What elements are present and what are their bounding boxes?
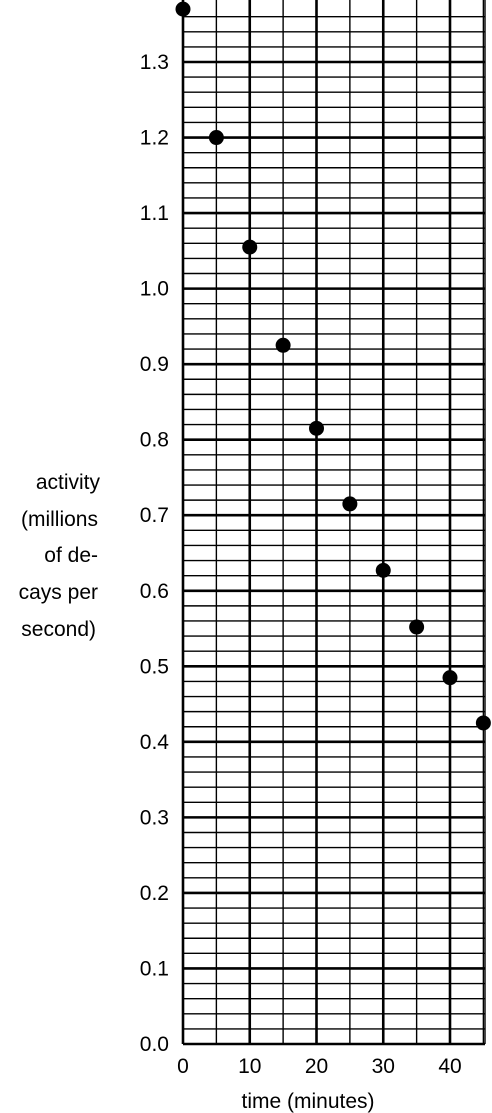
y-axis-label: activity (millions of de- cays per secon…	[19, 471, 101, 641]
y-tick-label: 0.8	[140, 429, 169, 452]
y-tick-label: 0.9	[140, 353, 169, 376]
data-point	[375, 562, 391, 578]
y-tick-label: 0.0	[140, 1033, 169, 1056]
data-point	[242, 239, 258, 255]
y-axis-label-line-2: (millions	[21, 508, 98, 531]
data-point	[409, 619, 425, 635]
y-axis-label-line-4: cays per	[19, 581, 98, 604]
data-point	[275, 337, 291, 353]
y-tick-labels: 0.0 0.1 0.2 0.3 0.4 0.5 0.6 0.7 0.8 0.9 1.0 1.1 1.2 1…	[140, 51, 170, 1056]
x-tick-label: 20	[305, 1055, 328, 1078]
y-axis-label-line-5: second)	[21, 618, 96, 641]
x-tick-label: 0	[177, 1055, 189, 1078]
x-tick-label: 10	[238, 1055, 261, 1078]
data-point	[442, 670, 458, 686]
y-tick-label: 0.7	[140, 504, 169, 527]
y-tick-label: 0.1	[140, 957, 169, 980]
data-point	[475, 715, 491, 731]
x-tick-labels: 0 10 20 30 40	[177, 1055, 462, 1078]
data-point	[175, 1, 191, 17]
x-tick-label: 30	[372, 1055, 395, 1078]
data-point	[342, 496, 358, 512]
y-tick-label: 0.5	[140, 655, 169, 678]
y-tick-label: 0.6	[140, 580, 169, 603]
x-axis-label: time (minutes)	[241, 1090, 374, 1113]
x-tick-label: 40	[438, 1055, 461, 1078]
data-points	[175, 1, 491, 731]
minor-grid	[183, 0, 486, 1044]
y-tick-label: 0.4	[140, 731, 170, 754]
data-point	[309, 420, 324, 436]
data-point	[208, 130, 224, 146]
y-tick-label: 0.3	[140, 806, 169, 829]
y-tick-label: 1.1	[140, 202, 169, 225]
y-tick-label: 1.0	[140, 278, 169, 301]
y-tick-label: 1.2	[140, 127, 169, 150]
y-axis-label-line-1: activity	[36, 471, 101, 494]
y-tick-label: 0.2	[140, 882, 169, 905]
y-axis-label-line-3: of de-	[44, 544, 98, 567]
y-tick-label: 1.3	[140, 51, 169, 74]
major-grid	[181, 0, 485, 1046]
